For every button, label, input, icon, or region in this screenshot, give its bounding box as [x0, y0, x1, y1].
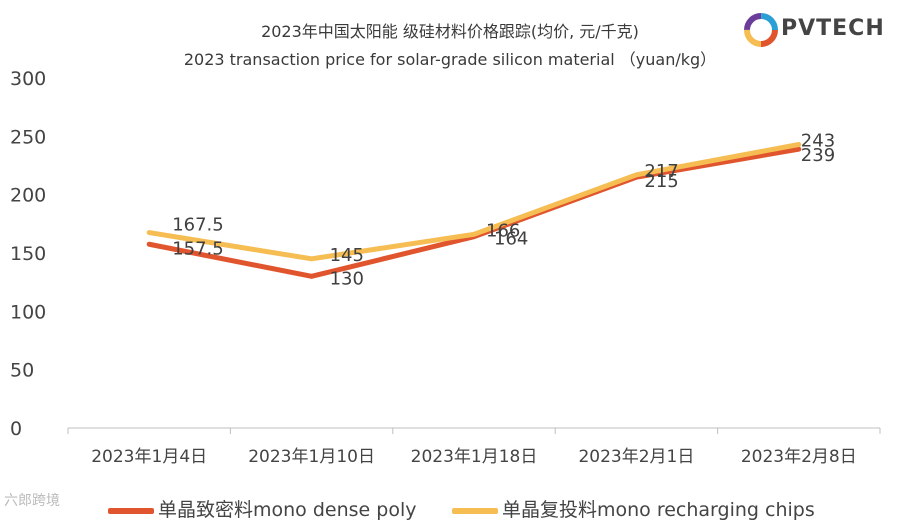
data-label-series-2: 166 — [486, 220, 520, 241]
data-label-series-2: 243 — [801, 131, 835, 152]
chart-title: 2023年中国太阳能 级硅材料价格跟踪(均价, 元/千克) — [261, 22, 639, 41]
series-line-2 — [146, 142, 802, 262]
x-tick-label: 2023年1月18日 — [411, 447, 538, 467]
legend-swatch-series-1 — [108, 507, 154, 514]
pvtech-logo: PVTECH — [743, 12, 893, 52]
watermark: 六郎跨境 — [4, 493, 60, 509]
x-tick-label: 2023年2月8日 — [741, 447, 857, 467]
pvtech-logo-icon — [744, 13, 778, 47]
legend-swatch-series-2 — [452, 507, 498, 514]
legend-label-series-2: 单晶复投料mono recharging chips — [502, 499, 815, 521]
y-tick-label: 50 — [10, 360, 34, 382]
data-label-series-1: 239 — [801, 145, 835, 166]
data-label-series-1: 157.5 — [172, 238, 224, 259]
legend-item-series-1: 单晶致密料mono dense poly — [108, 495, 416, 522]
y-tick-label: 250 — [10, 126, 46, 148]
legend-label-series-1: 单晶致密料mono dense poly — [158, 499, 417, 521]
data-label-series-2: 217 — [644, 161, 678, 182]
y-tick-label: 300 — [10, 68, 46, 90]
data-label-series-1: 130 — [330, 268, 364, 289]
x-tick-label: 2023年1月4日 — [91, 447, 207, 467]
series-line-1 — [146, 146, 802, 279]
y-tick-label: 200 — [10, 185, 46, 207]
chart-subtitle: 2023 transaction price for solar-grade s… — [183, 50, 717, 69]
x-tick-label: 2023年1月10日 — [248, 447, 375, 467]
y-tick-label: 100 — [10, 301, 46, 323]
data-label-series-2: 145 — [330, 245, 364, 266]
data-label-series-2: 167.5 — [172, 215, 224, 236]
legend-item-series-2: 单晶复投料mono recharging chips — [452, 495, 815, 522]
data-label-series-1: 164 — [494, 229, 528, 250]
x-tick-label: 2023年2月1日 — [578, 447, 694, 467]
pvtech-logo-text: PVTECH — [781, 16, 885, 41]
data-label-series-1: 215 — [644, 171, 678, 192]
y-tick-label: 0 — [10, 418, 22, 440]
y-tick-label: 150 — [10, 243, 46, 265]
